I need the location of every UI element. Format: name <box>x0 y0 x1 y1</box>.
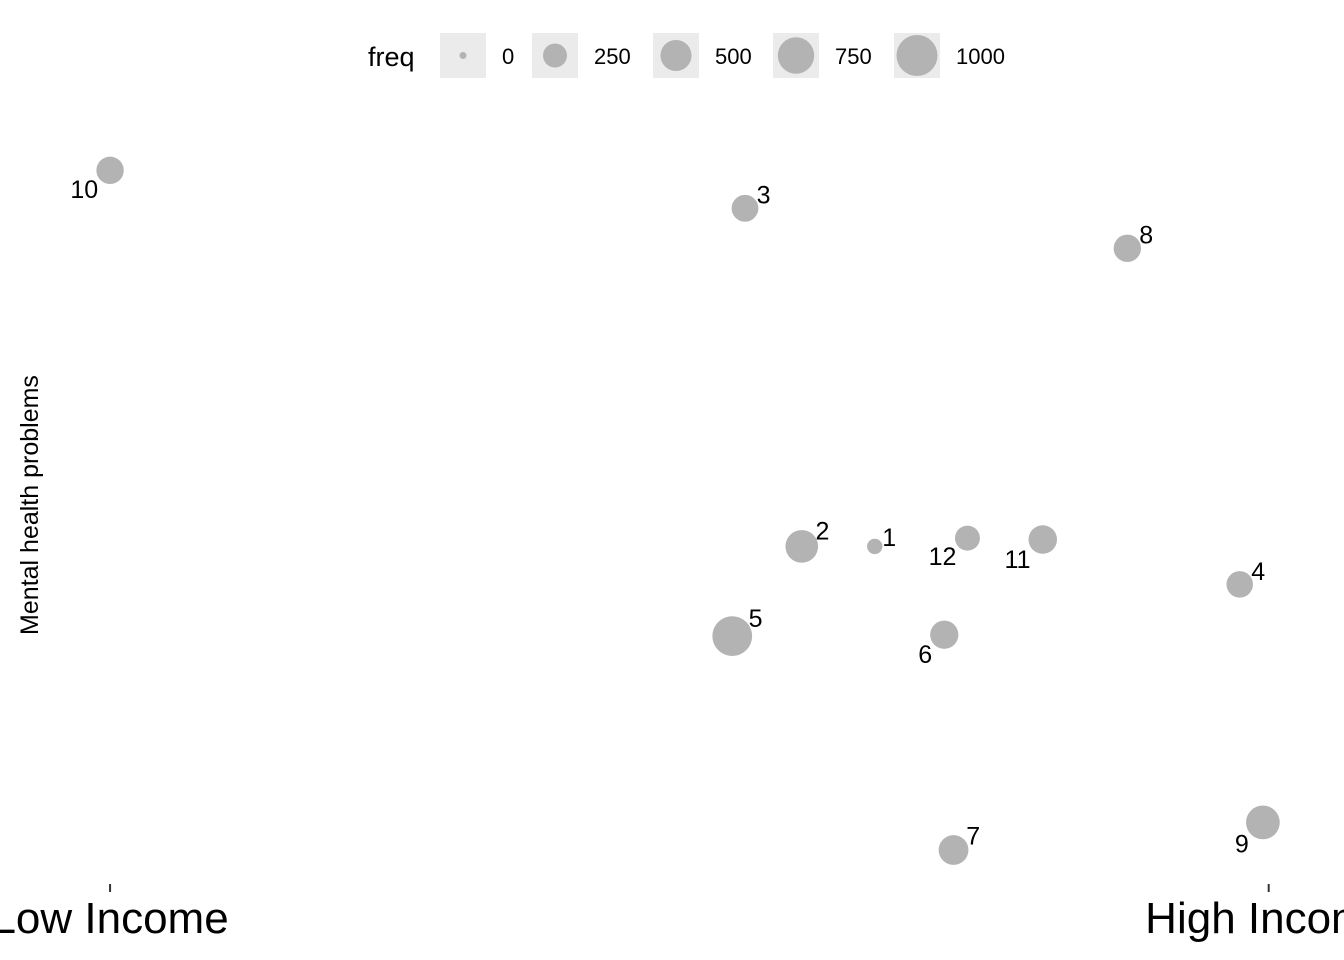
legend-key-circle <box>459 52 467 59</box>
data-point <box>954 525 980 551</box>
data-point <box>1028 525 1058 554</box>
data-point <box>731 194 759 222</box>
legend-key-circle <box>660 39 692 72</box>
point-label: 5 <box>749 605 763 633</box>
points-layer <box>96 156 1280 865</box>
data-point <box>1226 571 1253 598</box>
legend-label: 250 <box>594 44 631 69</box>
legend-label: 500 <box>715 44 752 69</box>
point-label: 8 <box>1139 221 1153 249</box>
point-label: 12 <box>929 543 957 571</box>
legend-key-circle <box>543 43 567 68</box>
legend-label: 1000 <box>956 44 1005 69</box>
point-label: 3 <box>757 182 771 210</box>
legend-label: 0 <box>502 44 514 69</box>
x-axis: Low Income High Income <box>0 884 1344 943</box>
data-point <box>938 835 969 865</box>
data-point <box>785 530 819 563</box>
legend-key-circle <box>777 37 815 74</box>
point-label: 1 <box>882 524 896 552</box>
point-label: 4 <box>1251 558 1265 586</box>
data-point <box>930 620 959 649</box>
data-point <box>1113 234 1142 263</box>
data-point <box>96 156 124 185</box>
size-legend: freq 0 250 500 750 1000 <box>368 33 1005 78</box>
point-label: 10 <box>70 176 98 204</box>
x-tick-label: Low Income <box>0 894 229 943</box>
point-label: 6 <box>918 641 932 669</box>
data-point <box>1246 805 1280 840</box>
legend-label: 750 <box>835 44 872 69</box>
x-tick-label: High Income <box>1145 894 1344 943</box>
y-axis-label: Mental health problems <box>16 375 44 635</box>
legend-title: freq <box>368 42 415 72</box>
point-label: 9 <box>1235 831 1249 859</box>
point-label: 2 <box>816 518 830 546</box>
data-point <box>712 616 753 656</box>
legend-key-circle <box>896 35 938 76</box>
data-point <box>867 538 883 555</box>
point-label: 11 <box>1005 546 1031 574</box>
point-label: 7 <box>966 822 980 850</box>
